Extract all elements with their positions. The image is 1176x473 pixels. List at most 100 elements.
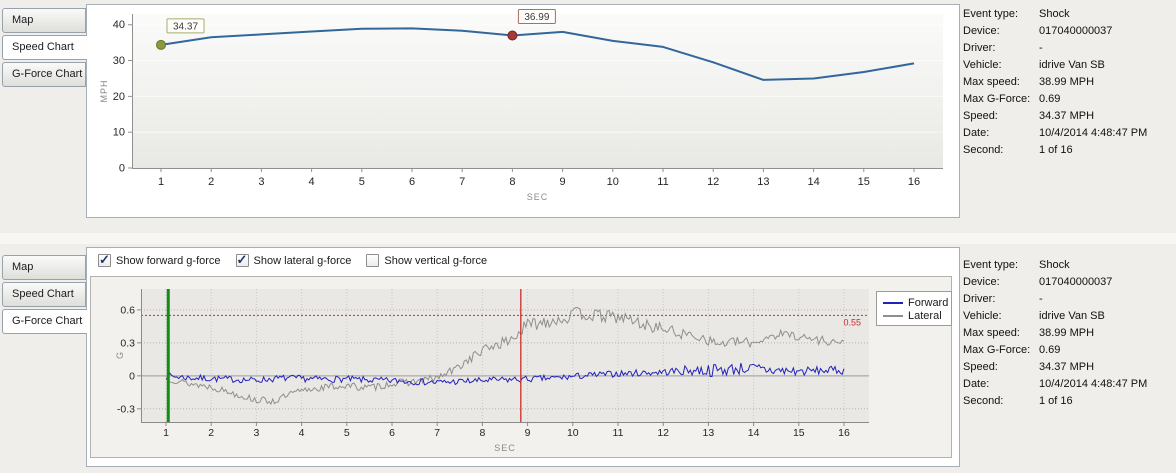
svg-text:0: 0 bbox=[129, 370, 135, 382]
svg-text:5: 5 bbox=[344, 427, 350, 439]
svg-text:1: 1 bbox=[163, 427, 169, 439]
svg-text:0: 0 bbox=[119, 163, 125, 175]
svg-text:16: 16 bbox=[908, 176, 920, 188]
info-row-max-g-force: Max G-Force: 0.69 bbox=[963, 91, 1171, 108]
svg-text:11: 11 bbox=[613, 427, 624, 439]
checkbox-show-forward-g-force[interactable]: Show forward g-force bbox=[98, 252, 221, 268]
info-row-driver: Driver: - bbox=[963, 291, 1171, 308]
info-value: Shock bbox=[1039, 259, 1070, 271]
info-row-speed: Speed: 34.37 MPH bbox=[963, 108, 1171, 125]
legend-item-lateral: Lateral bbox=[883, 309, 947, 322]
info-label: Device: bbox=[963, 25, 1000, 37]
speed-chart-panel: 0 10 20 30 40 1 2 3 4 5 6 7 8 9 10 11 12 13 14 15 16 SEC MPH 34… bbox=[86, 4, 960, 218]
info-label: Vehicle: bbox=[963, 59, 1002, 71]
svg-text:4: 4 bbox=[309, 176, 315, 188]
info-value: 1 of 16 bbox=[1039, 395, 1073, 407]
tab-g-force-chart[interactable]: G-Force Chart bbox=[2, 309, 87, 334]
svg-text:8: 8 bbox=[479, 427, 485, 439]
svg-text:0.3: 0.3 bbox=[120, 337, 135, 349]
svg-text:SEC: SEC bbox=[527, 192, 549, 202]
info-row-device: Device: 017040000037 bbox=[963, 23, 1171, 40]
info-row-date: Date: 10/4/2014 4:48:47 PM bbox=[963, 125, 1171, 142]
svg-text:7: 7 bbox=[434, 427, 440, 439]
info-value: 0.69 bbox=[1039, 344, 1061, 356]
info-label: Max speed: bbox=[963, 76, 1020, 88]
checkbox-label: Show forward g-force bbox=[116, 254, 221, 267]
speed-chart-section: Map Speed Chart G-Force Chart 0 10 20 30 40 1 2 3… bbox=[0, 0, 1176, 233]
info-label: Event type: bbox=[963, 259, 1019, 271]
svg-text:2: 2 bbox=[208, 427, 214, 439]
svg-text:4: 4 bbox=[299, 427, 305, 439]
svg-text:8: 8 bbox=[509, 176, 515, 188]
info-value: 38.99 MPH bbox=[1039, 76, 1095, 88]
svg-text:-0.3: -0.3 bbox=[117, 403, 135, 415]
info-value: 017040000037 bbox=[1039, 25, 1113, 37]
info-value: Shock bbox=[1039, 8, 1070, 20]
svg-text:5: 5 bbox=[359, 176, 365, 188]
chart-legend: Forward Lateral bbox=[876, 291, 952, 326]
info-label: Second: bbox=[963, 144, 1004, 156]
svg-text:11: 11 bbox=[657, 176, 668, 188]
svg-text:15: 15 bbox=[793, 427, 805, 439]
info-value: idrive Van SB bbox=[1039, 59, 1105, 71]
event-info-panel: Event type: Shock Device: 017040000037 Drive… bbox=[963, 257, 1171, 410]
checkbox-show-lateral-g-force[interactable]: Show lateral g-force bbox=[235, 252, 352, 268]
tab-speed-chart[interactable]: Speed Chart bbox=[2, 282, 86, 307]
checkbox-label: Show lateral g-force bbox=[253, 254, 352, 267]
tab-map[interactable]: Map bbox=[2, 255, 86, 280]
svg-text:3: 3 bbox=[253, 427, 259, 439]
gforce-chart-panel: 0.55 -0.3 0 0.3 0.6 1 2 3 4 5 6 7 8 9 10 11 12 13 14 15 16 SE… bbox=[86, 247, 960, 467]
info-row-device: Device: 017040000037 bbox=[963, 274, 1171, 291]
info-label: Driver: bbox=[963, 42, 996, 54]
svg-text:20: 20 bbox=[113, 91, 125, 103]
legend-label: Forward bbox=[908, 296, 949, 309]
info-label: Speed: bbox=[963, 110, 998, 122]
svg-text:14: 14 bbox=[748, 427, 760, 439]
svg-text:15: 15 bbox=[858, 176, 870, 188]
info-row-event-type: Event type: Shock bbox=[963, 6, 1171, 23]
info-row-date: Date: 10/4/2014 4:48:47 PM bbox=[963, 376, 1171, 393]
info-label: Driver: bbox=[963, 293, 996, 305]
checkbox-box[interactable] bbox=[366, 254, 380, 267]
svg-text:10: 10 bbox=[567, 427, 579, 439]
checkbox-box[interactable] bbox=[98, 252, 111, 268]
tab-speed-chart[interactable]: Speed Chart bbox=[2, 35, 87, 60]
svg-text:6: 6 bbox=[409, 176, 415, 188]
svg-text:0.6: 0.6 bbox=[120, 304, 135, 316]
checkbox-box[interactable] bbox=[235, 252, 249, 268]
svg-text:12: 12 bbox=[707, 176, 719, 188]
svg-text:7: 7 bbox=[459, 176, 465, 188]
checkbox-show-vertical-g-force[interactable]: Show vertical g-force bbox=[366, 254, 487, 267]
info-row-vehicle: Vehicle: idrive Van SB bbox=[963, 308, 1171, 325]
tab-map[interactable]: Map bbox=[2, 8, 86, 33]
svg-text:36.99: 36.99 bbox=[524, 12, 549, 23]
legend-item-forward: Forward bbox=[883, 296, 949, 309]
svg-text:1: 1 bbox=[158, 176, 164, 188]
info-value: - bbox=[1039, 293, 1043, 305]
info-value: 38.99 MPH bbox=[1039, 327, 1095, 339]
info-value: 017040000037 bbox=[1039, 276, 1113, 288]
info-row-max-g-force: Max G-Force: 0.69 bbox=[963, 342, 1171, 359]
info-label: Speed: bbox=[963, 361, 998, 373]
svg-text:30: 30 bbox=[113, 55, 125, 67]
info-label: Max G-Force: bbox=[963, 344, 1031, 356]
info-row-vehicle: Vehicle: idrive Van SB bbox=[963, 57, 1171, 74]
info-value: - bbox=[1039, 42, 1043, 54]
gforce-chart[interactable]: 0.55-0.300.30.61 2 3 4 5 6 7 8 9 10 11 12 13 14 15 16SE… bbox=[87, 248, 957, 464]
info-value: idrive Van SB bbox=[1039, 310, 1105, 322]
info-label: Device: bbox=[963, 276, 1000, 288]
section-divider bbox=[0, 233, 1176, 244]
info-value: 10/4/2014 4:48:47 PM bbox=[1039, 378, 1148, 390]
svg-text:40: 40 bbox=[113, 19, 125, 31]
svg-text:13: 13 bbox=[757, 176, 769, 188]
svg-text:9: 9 bbox=[525, 427, 531, 439]
info-row-speed: Speed: 34.37 MPH bbox=[963, 359, 1171, 376]
svg-text:G: G bbox=[115, 352, 125, 359]
tab-g-force-chart[interactable]: G-Force Chart bbox=[2, 62, 86, 87]
svg-text:13: 13 bbox=[703, 427, 715, 439]
svg-text:10: 10 bbox=[607, 176, 619, 188]
legend-line-sample bbox=[883, 314, 903, 317]
svg-text:6: 6 bbox=[389, 427, 395, 439]
svg-text:9: 9 bbox=[560, 176, 566, 188]
